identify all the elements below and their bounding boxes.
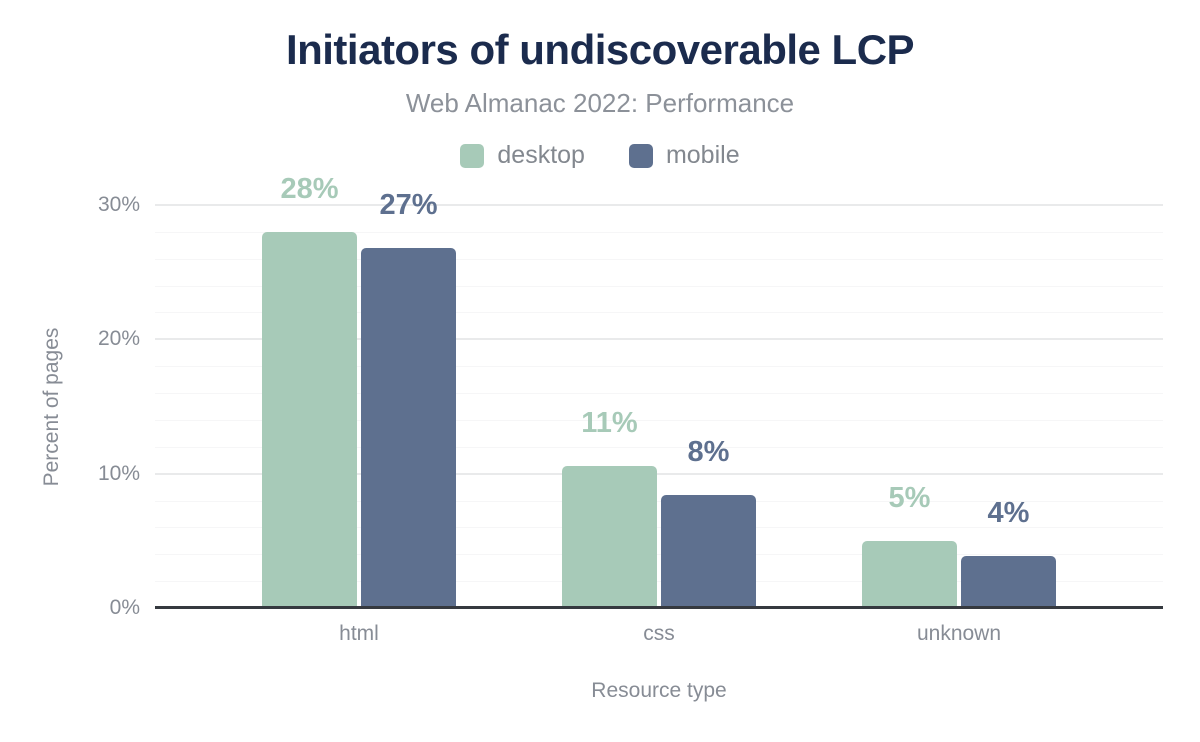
gridline-minor (155, 419, 1163, 421)
legend-label-mobile: mobile (665, 141, 740, 169)
bar-value-label-desktop-unknown: 5% (888, 481, 931, 514)
bar-mobile-unknown (961, 555, 1056, 608)
bar-value-label-desktop-html: 28% (280, 172, 339, 205)
bar-desktop-css (562, 465, 657, 608)
x-axis-title: Resource type (591, 679, 727, 702)
gridline-minor (155, 366, 1163, 368)
x-tick-label-css: css (643, 622, 675, 645)
gridline-minor (155, 312, 1163, 314)
gridline-major (155, 472, 1163, 475)
bar-mobile-html (361, 247, 456, 608)
bar-value-label-desktop-css: 11% (581, 406, 638, 439)
x-tick-label-unknown: unknown (916, 622, 1002, 645)
legend-item-desktop[interactable]: desktop (460, 141, 585, 170)
gridline-minor (155, 393, 1163, 395)
bar-desktop-html (262, 231, 357, 608)
y-tick-label: 0% (109, 596, 140, 619)
gridline-minor (155, 285, 1163, 287)
bar-mobile-css (661, 495, 756, 608)
gridline-major (155, 338, 1163, 341)
gridline-minor (155, 554, 1163, 556)
gridline-minor (155, 500, 1163, 502)
bar-value-label-mobile-html: 27% (379, 188, 438, 221)
chart-title: Initiators of undiscoverable LCP (285, 26, 915, 73)
gridline-minor (155, 527, 1163, 529)
bar-value-label-mobile-unknown: 4% (987, 496, 1030, 529)
chart-subtitle: Web Almanac 2022: Performance (405, 88, 795, 118)
x-tick-label-html: html (339, 622, 379, 645)
y-tick-label: 20% (97, 327, 140, 351)
bar-value-label-mobile-css: 8% (687, 436, 730, 469)
gridline-major (155, 204, 1163, 206)
bar-desktop-unknown (862, 540, 957, 608)
legend: desktop mobile (0, 141, 1200, 170)
legend-label-desktop: desktop (497, 141, 585, 169)
gridline-minor (155, 446, 1163, 448)
legend-swatch-mobile-icon (628, 143, 653, 168)
x-axis-line (155, 606, 1163, 609)
y-tick-label: 30% (97, 193, 140, 216)
gridline-minor (155, 258, 1163, 260)
legend-item-mobile[interactable]: mobile (628, 141, 740, 170)
gridline-minor (155, 581, 1163, 583)
y-tick-label: 10% (97, 461, 140, 485)
legend-swatch-desktop-icon (460, 143, 485, 168)
gridline-minor (155, 231, 1163, 233)
